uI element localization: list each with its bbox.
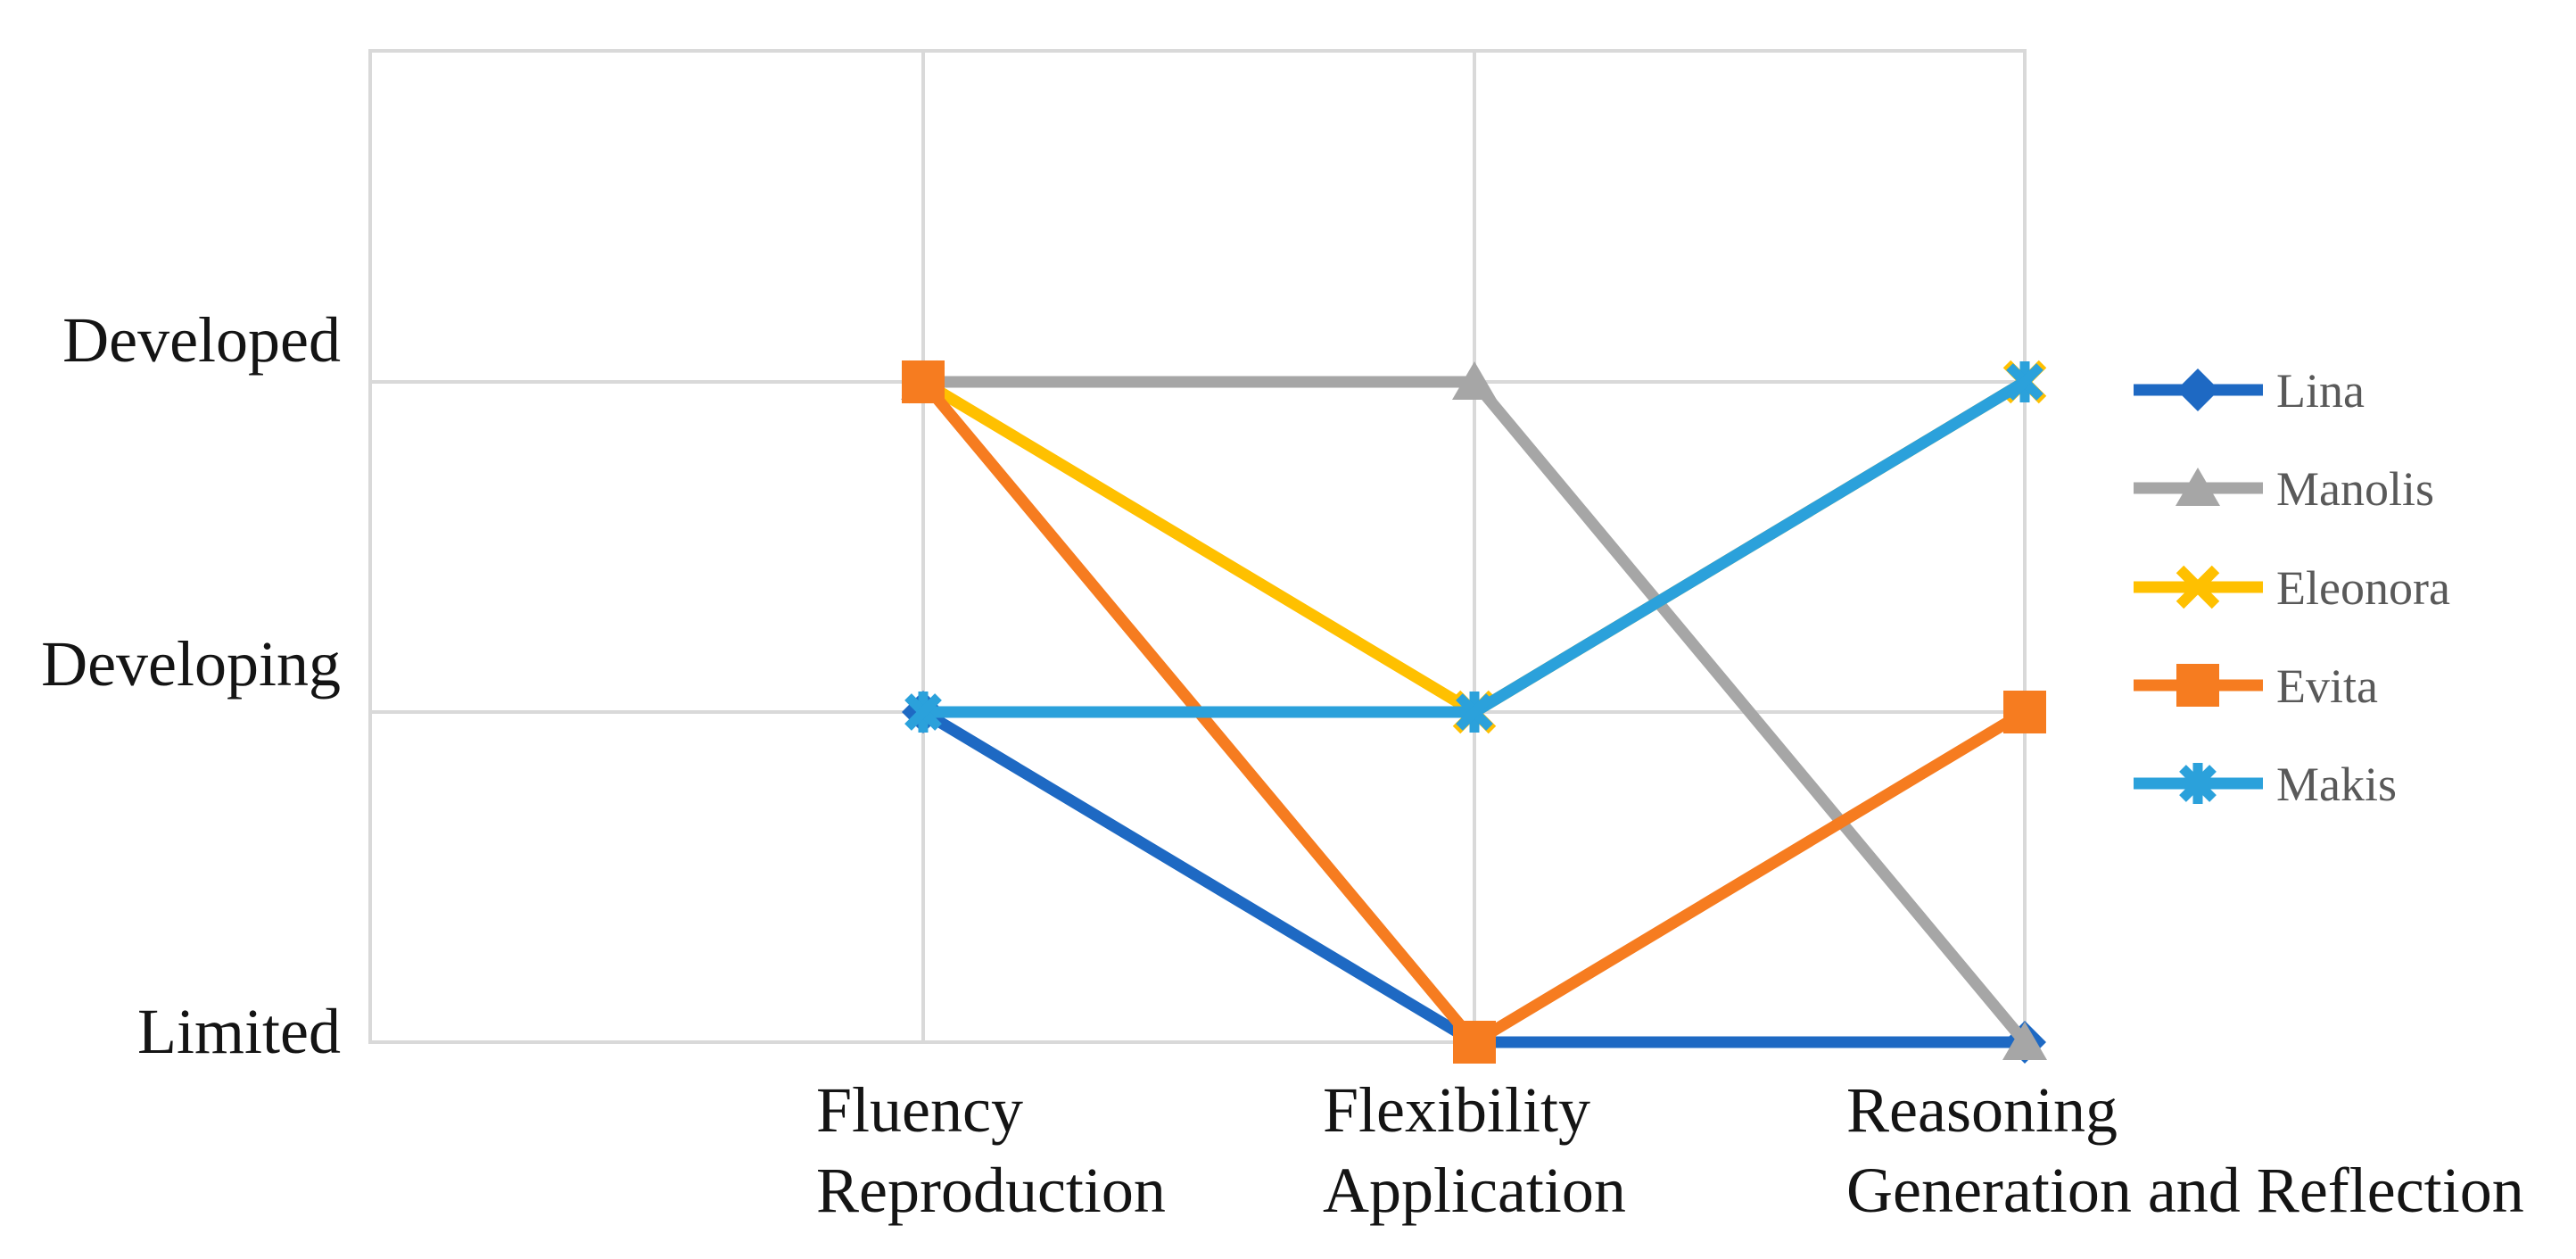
legend-marker-evita [2176,664,2219,707]
series-evita [902,360,2046,1064]
y-axis-tick-label: Limited [137,996,341,1067]
legend-marker-lina [2176,369,2219,411]
triangle-marker [2002,1022,2047,1060]
legend-item-manolis: Manolis [2134,462,2434,516]
square-marker [2003,691,2046,733]
data-point-evita-2 [2003,691,2046,733]
data-point-manolis-2 [2002,1022,2047,1060]
y-axis-tick-label: Developed [62,304,341,376]
x-category-label: Reasoning Generation and Reflection [1846,1074,2524,1226]
legend-item-evita: Evita [2134,659,2378,713]
series-makis [904,361,2043,733]
legend-label-eleonora: Eleonora [2276,561,2450,615]
x-category-label: Flexibility Application [1323,1074,1626,1226]
data-point-makis-2 [2006,361,2043,402]
data-point-makis-0 [904,692,942,733]
y-axis-labels: Limited Developing Developed [41,304,341,1067]
legend-label-manolis: Manolis [2276,462,2434,516]
legend-item-eleonora: Eleonora [2134,561,2450,615]
x-category-label-line: Fluency [816,1074,1023,1146]
plot-border [368,49,2027,1044]
legend: Lina Manolis Eleonora Evita Makis [2134,364,2450,811]
data-point-makis-1 [1456,692,1493,733]
legend-marker-makis [2179,763,2217,804]
square-marker [902,360,945,403]
x-marker [2176,565,2220,609]
legend-item-lina: Lina [2134,364,2365,418]
asterisk-marker [1456,693,1493,731]
legend-item-makis: Makis [2134,758,2397,811]
legend-label-makis: Makis [2276,758,2397,811]
data-point-manolis-1 [1452,361,1497,400]
x-category-label-line: Application [1323,1155,1626,1226]
legend-marker-manolis [2176,468,2220,506]
data-point-evita-0 [902,360,945,403]
x-category-label-line: Reproduction [816,1155,1166,1226]
y-axis-tick-label: Developing [41,628,341,700]
x-category-label-line: Generation and Reflection [1846,1155,2524,1226]
triangle-marker [2176,468,2220,506]
asterisk-marker [2179,765,2217,802]
legend-marker-eleonora [2176,565,2220,609]
square-marker [1453,1021,1496,1064]
legend-label-lina: Lina [2276,364,2365,418]
asterisk-marker [904,693,942,731]
asterisk-marker [2006,363,2043,401]
data-point-evita-1 [1453,1021,1496,1064]
legend-label-evita: Evita [2276,659,2378,713]
diamond-marker [2176,369,2219,411]
x-category-label-line: Flexibility [1323,1074,1590,1146]
triangle-marker [1452,361,1497,400]
x-axis-labels: Fluency Reproduction Flexibility Applicatio… [816,1074,2524,1226]
x-category-label-line: Reasoning [1846,1074,2118,1146]
x-category-label: Fluency Reproduction [816,1074,1166,1226]
square-marker [2176,664,2219,707]
